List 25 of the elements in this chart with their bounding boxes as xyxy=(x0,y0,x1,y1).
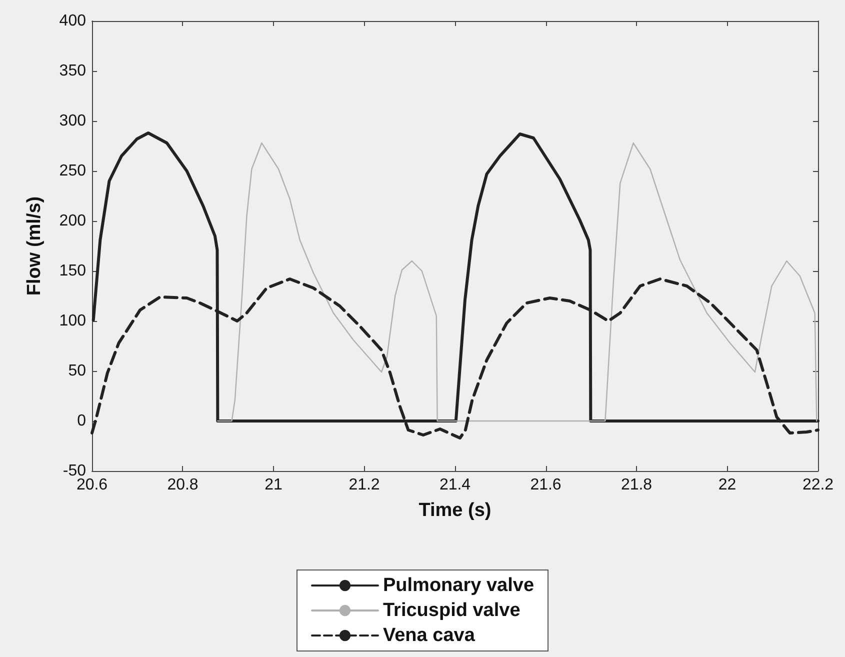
y-tick-label: 250 xyxy=(59,162,86,180)
legend-label: Pulmonary valve xyxy=(382,575,534,596)
y-tick-label: -50 xyxy=(62,462,86,480)
x-tick-label: 21.2 xyxy=(348,476,380,494)
y-tick-label: 50 xyxy=(68,362,86,380)
y-tick-label: 0 xyxy=(77,412,86,430)
x-tick-label: 21.8 xyxy=(620,476,652,494)
y-tick-label: 350 xyxy=(59,62,86,80)
y-tick-label: 300 xyxy=(59,112,86,130)
x-tick-label: 21.4 xyxy=(439,476,471,494)
x-tick-label: 21 xyxy=(264,476,282,494)
y-tick-label: 150 xyxy=(59,262,86,280)
x-tick-label: 22.2 xyxy=(802,476,834,494)
y-axis-title: Flow (ml/s) xyxy=(24,196,45,296)
x-tick-label: 20.6 xyxy=(76,476,108,494)
x-tick-label: 22 xyxy=(718,476,736,494)
x-axis-title: Time (s) xyxy=(418,500,492,521)
y-tick-label: 200 xyxy=(59,212,86,230)
legend-label: Vena cava xyxy=(382,625,476,646)
y-tick-label: 400 xyxy=(59,12,86,30)
legend-label: Tricuspid valve xyxy=(382,600,520,621)
x-tick-label: 21.6 xyxy=(530,476,562,494)
y-tick-label: 100 xyxy=(59,312,86,330)
x-tick-label: 20.8 xyxy=(167,476,198,494)
line-series xyxy=(217,142,818,422)
